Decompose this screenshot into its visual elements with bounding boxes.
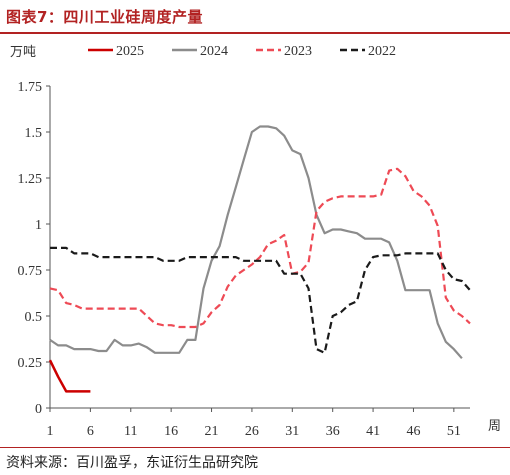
footer-divider (0, 447, 510, 448)
title-divider (0, 32, 510, 34)
y-axis-unit: 万吨 (10, 45, 36, 60)
x-tick-label: 41 (366, 424, 380, 439)
legend-label-2025: 2025 (116, 44, 144, 59)
y-tick-label: 0.25 (18, 356, 43, 371)
x-tick-label: 26 (245, 424, 259, 439)
series-line-2022 (50, 246, 471, 354)
x-axis: 1 6 11 16 21 26 31 36 41 46 51 周 (47, 407, 501, 439)
y-tick-label: 0.75 (18, 264, 43, 279)
chart-legend: 2025 2024 2023 2022 (88, 44, 396, 59)
y-tick-label: 0.5 (25, 310, 43, 325)
x-tick-label: 11 (124, 424, 137, 439)
legend-label-2022: 2022 (368, 44, 396, 59)
series-lines (48, 125, 471, 393)
x-tick-label: 46 (406, 424, 420, 439)
legend-label-2024: 2024 (200, 44, 228, 59)
y-tick-label: 1.25 (18, 172, 43, 187)
y-tick-label: 0 (35, 402, 42, 417)
y-tick-label: 1.75 (18, 80, 43, 95)
y-tick-label: 1 (35, 218, 42, 233)
x-tick-label: 31 (285, 424, 299, 439)
y-tick-label: 1.5 (25, 126, 43, 141)
x-tick-label: 21 (205, 424, 219, 439)
series-line-2024 (49, 125, 463, 360)
x-tick-label: 51 (447, 424, 461, 439)
x-tick-label: 36 (326, 424, 340, 439)
series-line-2023 (49, 167, 471, 329)
y-axis: 万吨 0 0.25 0.5 0.75 1 1.25 1.5 1.75 (10, 45, 51, 417)
series-line-2025 (48, 359, 91, 393)
x-axis-unit: 周 (488, 419, 501, 434)
x-tick-label: 6 (87, 424, 94, 439)
chart-title: 图表7：四川工业硅周度产量 (6, 8, 203, 26)
x-tick-label: 16 (164, 424, 178, 439)
legend-label-2023: 2023 (284, 44, 312, 59)
source-note: 资料来源：百川盈孚，东证衍生品研究院 (6, 455, 258, 471)
x-tick-label: 1 (47, 424, 54, 439)
